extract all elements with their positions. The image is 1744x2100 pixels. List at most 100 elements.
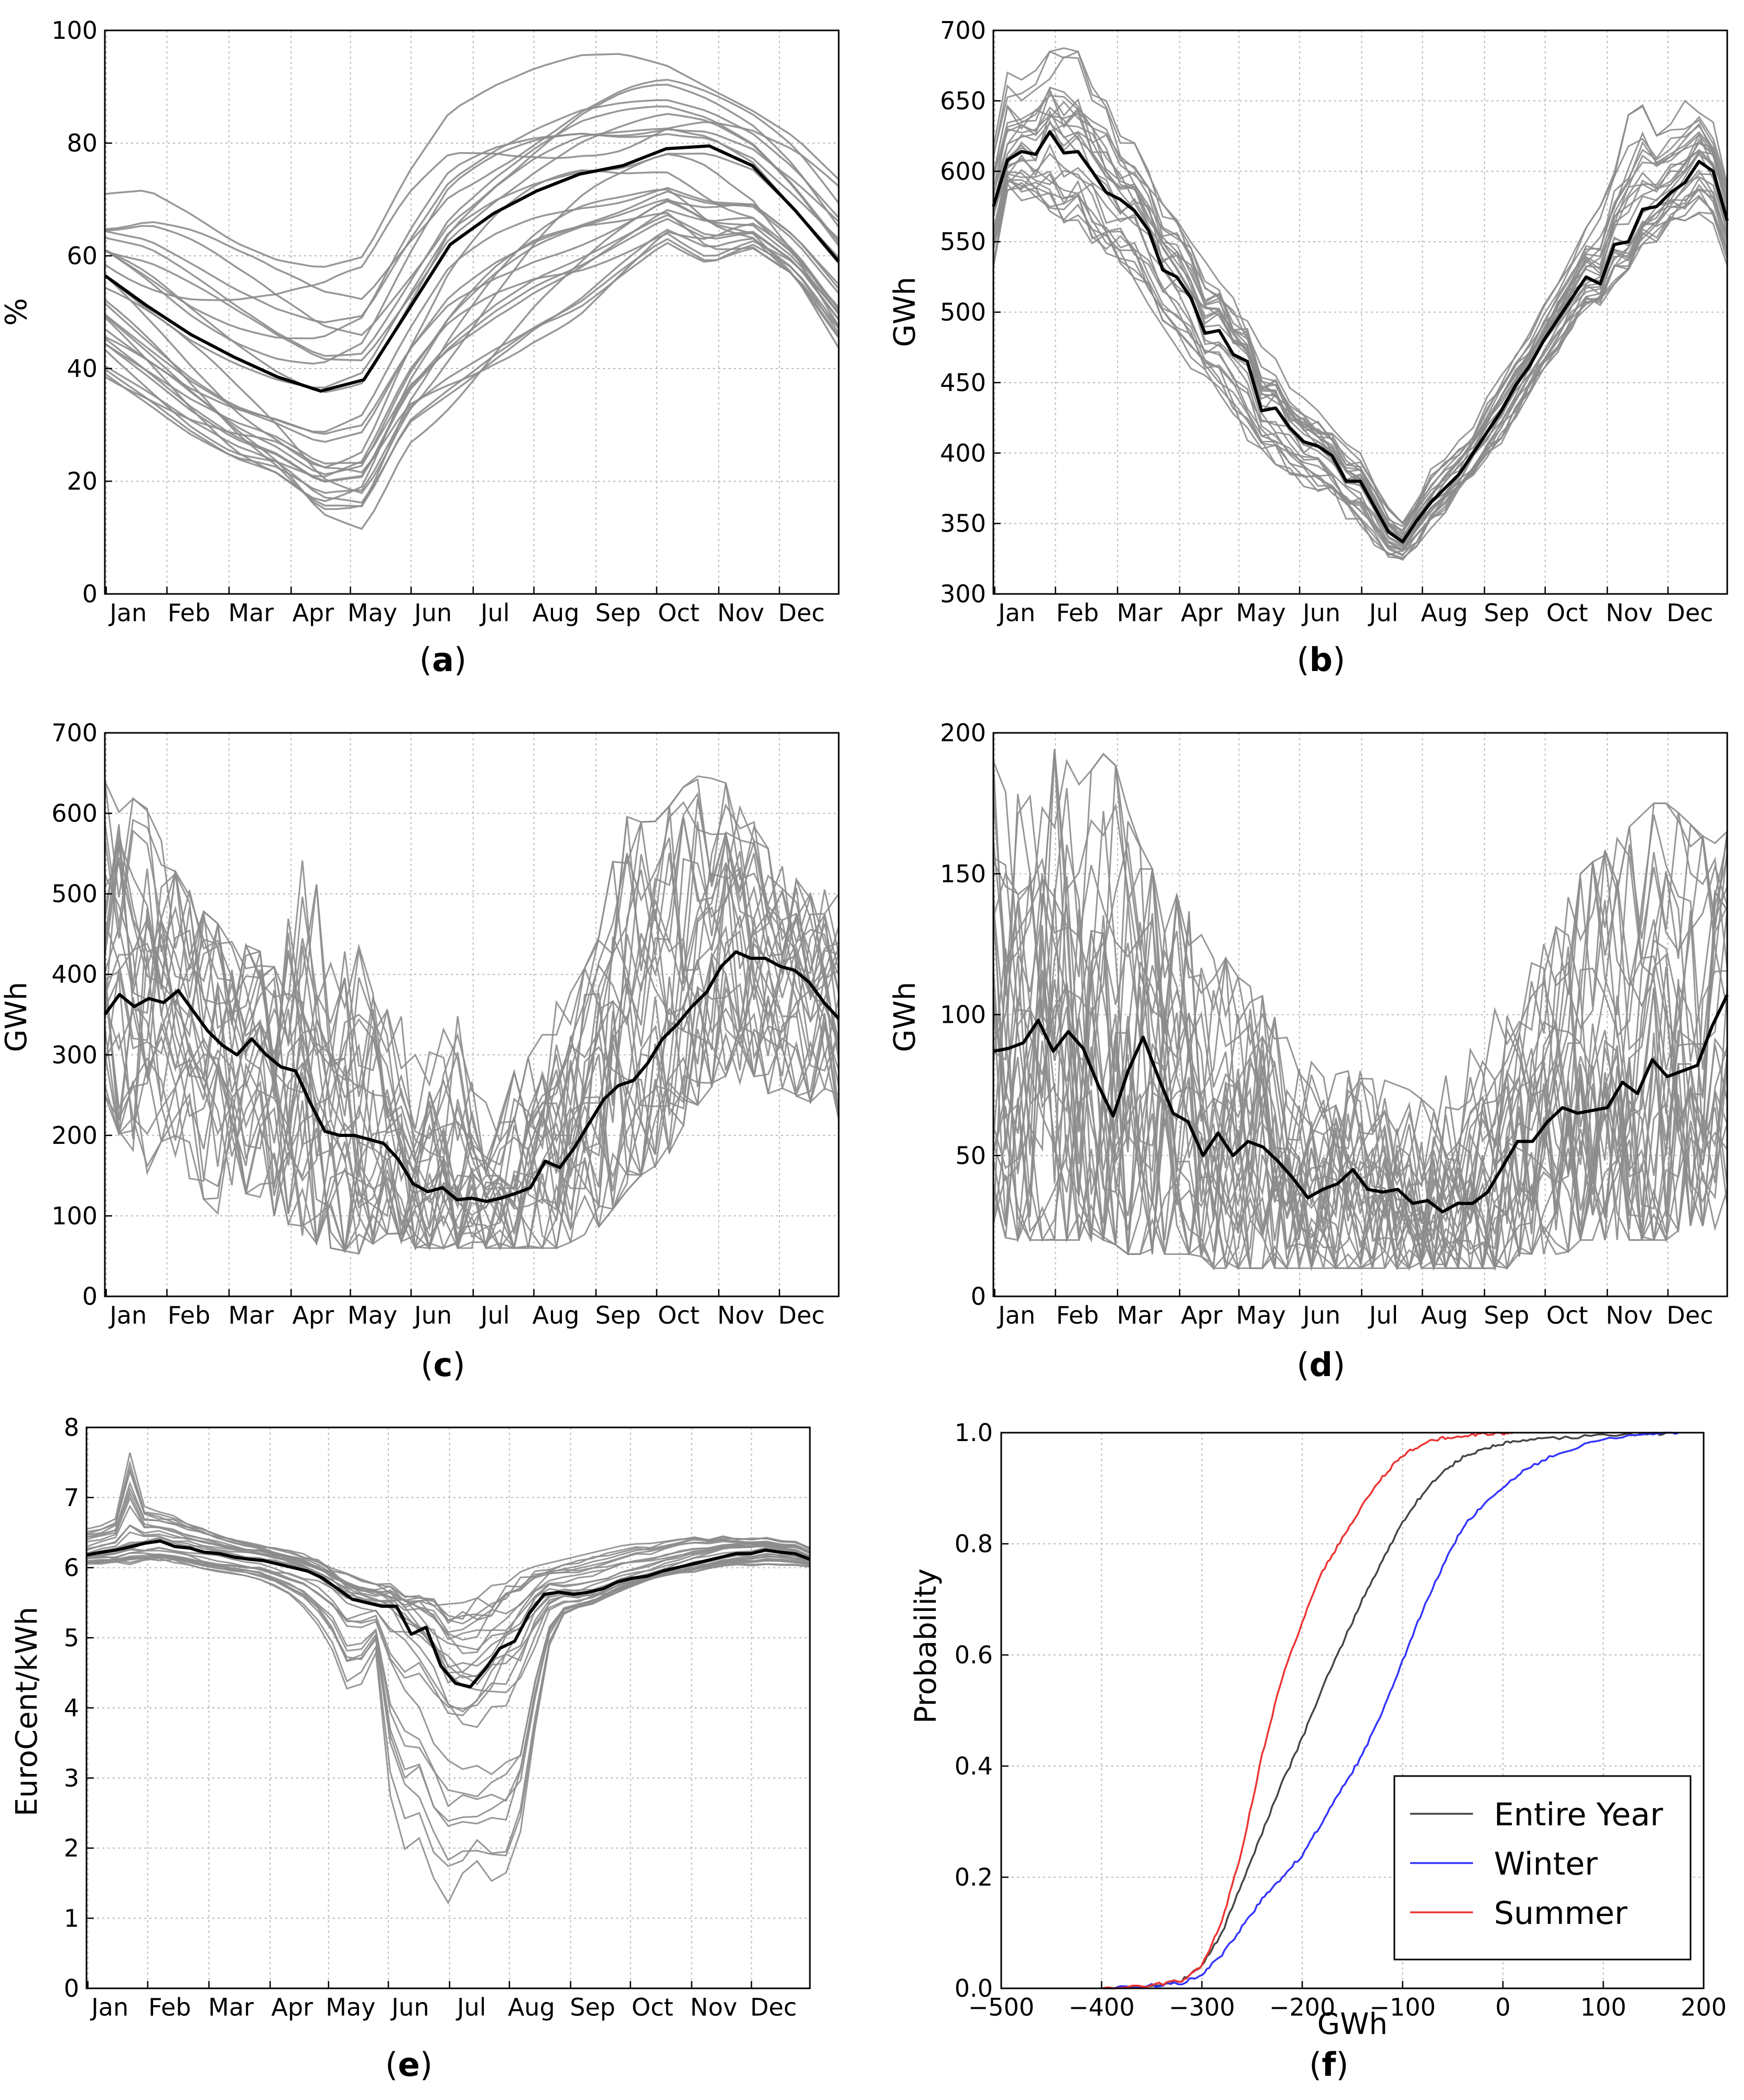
ylabel-b: GWh bbox=[888, 277, 922, 347]
xtick-label-a: Oct bbox=[658, 599, 700, 627]
ytick-label-f: 0.0 bbox=[955, 1974, 993, 2002]
ensemble-line-d bbox=[992, 788, 1728, 1250]
xtick-label-e: Apr bbox=[272, 1993, 313, 2021]
xtick-label-d: Sep bbox=[1484, 1301, 1530, 1329]
ytick-label-c: 700 bbox=[51, 719, 98, 747]
ytick-label-b: 300 bbox=[940, 580, 986, 608]
ytick-label-b: 400 bbox=[940, 439, 986, 467]
ensemble-line-d bbox=[992, 890, 1728, 1271]
mean-line-b bbox=[992, 130, 1729, 544]
caption-a: (a) bbox=[419, 641, 467, 679]
xtick-label-d: Oct bbox=[1546, 1301, 1588, 1329]
ensemble-line-c bbox=[104, 821, 839, 1210]
axes-frame-a bbox=[104, 29, 840, 595]
ytick-label-e: 0 bbox=[64, 1974, 79, 2002]
mean-line-c bbox=[103, 950, 840, 1203]
plot-a: 0 20 40 60 80 100 Jan Feb Mar Apr May Jun Jul Aug Sep O… bbox=[51, 16, 840, 627]
ytick-label-b: 700 bbox=[940, 16, 986, 45]
legend-label-f: Winter bbox=[1494, 1846, 1598, 1882]
ylabel-f: Probability bbox=[909, 1568, 943, 1724]
xtick-label-d: Mar bbox=[1117, 1301, 1163, 1329]
ytick-label-c: 100 bbox=[51, 1201, 98, 1230]
xtick-label-b: Sep bbox=[1484, 599, 1530, 627]
ytick-label-b: 450 bbox=[940, 369, 986, 397]
ytick-label-e: 7 bbox=[64, 1484, 79, 1512]
mean-line-e bbox=[86, 1539, 811, 1688]
xtick-label-b: Jun bbox=[1301, 599, 1340, 627]
ytick-label-b: 500 bbox=[940, 298, 986, 327]
xtick-label-a: Sep bbox=[595, 599, 641, 627]
xtick-label-d: Jul bbox=[1368, 1301, 1399, 1329]
xtick-label-a: May bbox=[348, 599, 397, 627]
xtick-label-d: Aug bbox=[1421, 1301, 1468, 1329]
ensemble-line-a bbox=[104, 128, 840, 340]
xtick-label-a: Feb bbox=[168, 599, 210, 627]
panel-a: 0 20 40 60 80 100 Jan Feb Mar Apr May Jun Jul Aug Sep O… bbox=[0, 16, 840, 679]
panel-f: 0.0 0.2 0.4 0.6 0.8 1.0 −500 −400 −300 −200 −100 0 1… bbox=[909, 1419, 1727, 2084]
ytick-label-e: 8 bbox=[64, 1413, 79, 1442]
ensemble-line-b bbox=[992, 182, 1728, 559]
ensemble-line-c bbox=[104, 837, 840, 1176]
xtick-label-f: 100 bbox=[1580, 1993, 1627, 2021]
ensemble-line-a bbox=[104, 153, 840, 389]
ensemble-line-b bbox=[992, 170, 1728, 550]
xtick-label-b: Jan bbox=[996, 599, 1035, 627]
ytick-label-a: 80 bbox=[67, 129, 98, 157]
ytick-label-e: 6 bbox=[64, 1554, 79, 1582]
ensemble-line-c bbox=[104, 817, 840, 1199]
ytick-label-b: 600 bbox=[940, 157, 986, 186]
xtick-label-e: Nov bbox=[690, 1993, 738, 2021]
xtick-label-c: Jun bbox=[413, 1301, 452, 1329]
ensemble-line-b bbox=[992, 106, 1728, 546]
xtick-label-e: Jun bbox=[390, 1993, 429, 2021]
ytick-label-e: 3 bbox=[64, 1764, 79, 1792]
xtick-label-f: −200 bbox=[1269, 1993, 1335, 2021]
xtick-label-a: Apr bbox=[293, 599, 334, 627]
ensemble-line-a bbox=[104, 53, 840, 268]
xtick-label-b: Jul bbox=[1368, 599, 1399, 627]
ytick-label-e: 5 bbox=[64, 1623, 79, 1652]
plot-c: 0 100 200 300 400 500 600 700 Jan Feb Mar Apr May Jun… bbox=[51, 719, 840, 1329]
legend-label-f: Summer bbox=[1494, 1895, 1628, 1932]
panel-c: 0 100 200 300 400 500 600 700 Jan Feb Mar Apr May Jun… bbox=[0, 719, 840, 1384]
ensemble-line-c bbox=[104, 783, 840, 1174]
caption-e: (e) bbox=[385, 2045, 432, 2084]
ytick-label-c: 600 bbox=[51, 799, 98, 828]
caption-b: (b) bbox=[1297, 641, 1346, 679]
ensemble-line-b bbox=[992, 169, 1728, 553]
ensemble-line-a bbox=[104, 169, 840, 469]
xtick-label-c: Jul bbox=[479, 1301, 510, 1329]
ytick-label-a: 60 bbox=[67, 242, 98, 270]
ensemble-line-a bbox=[104, 237, 840, 507]
ytick-label-b: 550 bbox=[940, 228, 986, 256]
ensemble-line-a bbox=[104, 79, 840, 300]
ytick-label-f: 0.8 bbox=[955, 1530, 993, 1558]
xtick-label-b: Apr bbox=[1181, 599, 1223, 627]
xtick-label-b: Nov bbox=[1606, 599, 1653, 627]
ensemble-line-d bbox=[992, 1046, 1728, 1270]
ytick-label-c: 300 bbox=[51, 1041, 98, 1069]
ensemble-line-e bbox=[86, 1496, 810, 1641]
ytick-label-a: 40 bbox=[67, 354, 98, 383]
xtick-label-c: Oct bbox=[658, 1301, 700, 1329]
ytick-label-e: 2 bbox=[64, 1834, 79, 1863]
xtick-label-e: Mar bbox=[208, 1993, 254, 2021]
axes-frame-c bbox=[104, 732, 840, 1297]
ensemble-line-a bbox=[104, 232, 840, 478]
caption-c: (c) bbox=[420, 1346, 465, 1384]
legend-f: Entire Year Winter Summer bbox=[1393, 1775, 1692, 1961]
xtick-label-e: May bbox=[326, 1993, 375, 2021]
ensemble-line-b bbox=[992, 88, 1728, 536]
ensemble-line-d bbox=[992, 961, 1728, 1269]
ensemble-line-a bbox=[104, 198, 840, 475]
ytick-label-d: 150 bbox=[940, 860, 986, 888]
ensemble-line-c bbox=[104, 997, 840, 1253]
xtick-label-d: Feb bbox=[1056, 1301, 1099, 1329]
ensemble-line-c bbox=[104, 817, 839, 1223]
xtick-label-a: Aug bbox=[533, 599, 580, 627]
ytick-label-c: 200 bbox=[51, 1121, 98, 1150]
mean-line-d bbox=[993, 994, 1729, 1214]
xlabel-f: GWh bbox=[1317, 2007, 1388, 2041]
ytick-label-d: 200 bbox=[940, 719, 986, 747]
